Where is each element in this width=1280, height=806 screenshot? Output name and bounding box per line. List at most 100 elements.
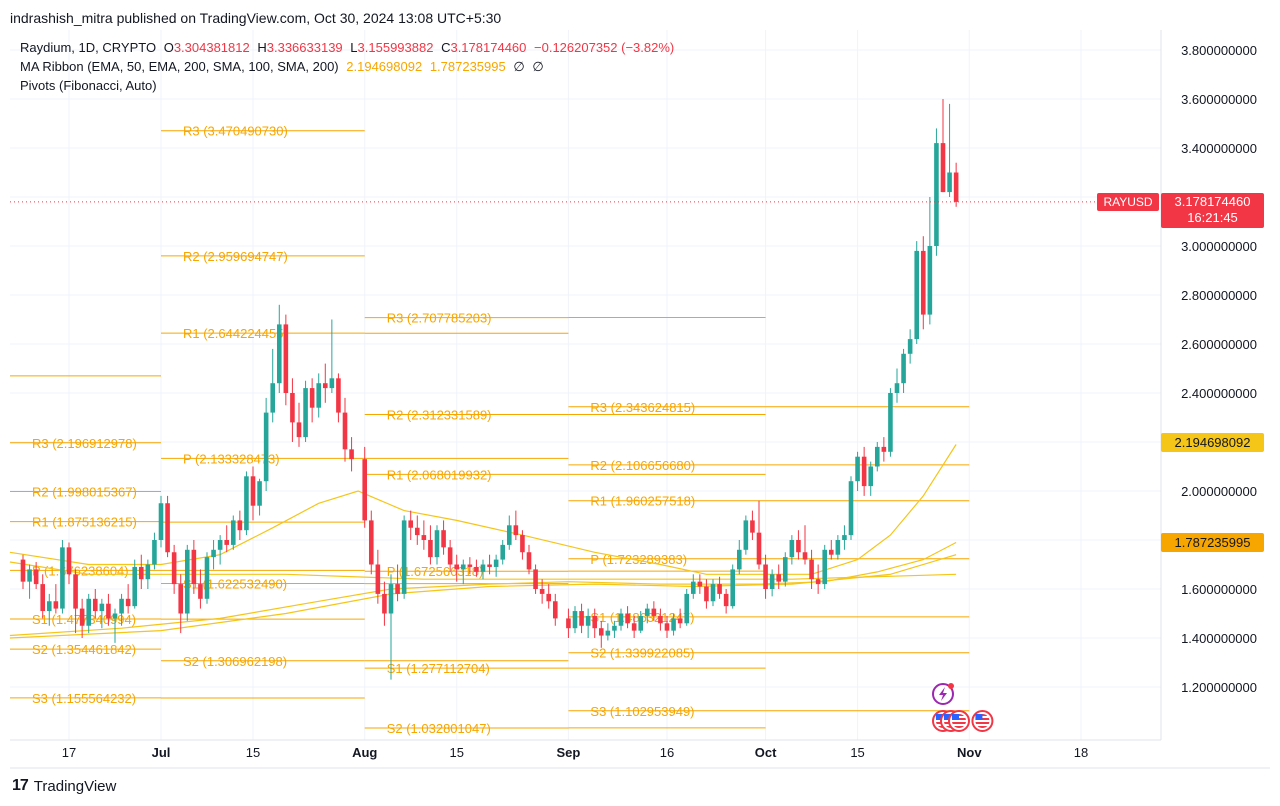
candle <box>671 613 676 636</box>
candle-body <box>303 388 308 438</box>
candle <box>191 540 197 594</box>
candle-body <box>112 613 118 619</box>
legend-ma-title[interactable]: MA Ribbon (EMA, 50, EMA, 200, SMA, 100, … <box>20 59 339 74</box>
candle <box>809 549 814 589</box>
candle <box>868 461 874 496</box>
candle <box>408 510 414 540</box>
candle-body <box>33 569 39 585</box>
last-price-value: 3.178174460 <box>1174 194 1251 209</box>
candle-body <box>171 552 177 585</box>
candle <box>73 569 78 634</box>
candle-body <box>625 613 630 624</box>
candle <box>855 451 860 491</box>
candle <box>539 579 545 604</box>
candle <box>730 564 736 609</box>
candle <box>493 554 499 577</box>
candle-body <box>421 535 427 540</box>
candle <box>934 128 939 256</box>
x-tick-label: 15 <box>246 745 260 760</box>
candle-body <box>138 566 144 580</box>
candle-body <box>270 383 276 413</box>
candle <box>171 544 177 594</box>
candle <box>244 471 249 536</box>
candle <box>414 515 420 545</box>
candle <box>145 559 151 589</box>
y-tick-label: 3.600000000 <box>1181 92 1257 107</box>
candle-body <box>224 540 230 545</box>
candle <box>388 574 394 680</box>
candle-body <box>20 559 26 582</box>
legend-symbol[interactable]: Raydium, 1D, CRYPTO <box>20 40 157 55</box>
candle <box>769 569 775 597</box>
candle <box>605 623 611 641</box>
candle-body <box>290 393 295 423</box>
candle-body <box>723 593 729 607</box>
candle-body <box>46 601 52 612</box>
x-tick-label: 15 <box>850 745 864 760</box>
candle-body <box>322 383 328 389</box>
candle <box>112 608 118 643</box>
candle <box>178 574 184 634</box>
candle-body <box>165 503 170 553</box>
ma-line <box>9 561 957 580</box>
candle-body <box>664 623 670 631</box>
candle <box>230 515 236 550</box>
candle <box>598 620 604 648</box>
candle <box>362 446 368 528</box>
candle-body <box>230 520 236 545</box>
candle-body <box>658 615 663 624</box>
flag-canton <box>952 714 959 720</box>
candle-body <box>552 601 558 619</box>
candle <box>566 608 571 638</box>
legend-pivots-title[interactable]: Pivots (Fibonacci, Auto) <box>20 78 157 93</box>
candle-body <box>191 549 197 585</box>
candle-body <box>329 378 335 389</box>
lightning-dot <box>948 683 954 689</box>
candle <box>664 615 670 638</box>
candle <box>782 552 788 587</box>
candle <box>27 564 32 599</box>
candle <box>53 584 59 614</box>
pivot-levels: R3 (2.196912978) R2 (1.998015367) R1 (1.87… <box>10 124 970 736</box>
candle-body <box>763 564 768 589</box>
candle <box>822 544 828 589</box>
candle-body <box>743 520 749 550</box>
candle <box>257 478 262 516</box>
publisher-line: indrashish_mitra published on TradingVie… <box>10 10 502 26</box>
candle-body <box>401 520 407 594</box>
candle-body <box>756 532 762 565</box>
pivot-label: S2 (1.354461842) <box>32 642 136 657</box>
flag-canton <box>944 714 951 720</box>
candle-body <box>631 623 637 631</box>
candle-body <box>316 383 322 408</box>
candle-body <box>572 611 578 629</box>
pivot-label: R1 (2.068019932) <box>387 467 492 482</box>
candle-body <box>612 625 617 631</box>
candle <box>20 554 26 589</box>
pivot-label: R2 (2.106656680) <box>590 458 695 473</box>
x-tick-label: 18 <box>1074 745 1088 760</box>
candle <box>533 564 538 594</box>
footer[interactable]: 17 TradingView <box>12 777 116 795</box>
candle <box>644 603 650 624</box>
pivot-label: P (1.676238604) <box>32 563 129 578</box>
candle <box>546 584 552 609</box>
candle-body <box>283 324 289 393</box>
ma2-price-tag: 1.787235995 <box>1161 533 1264 552</box>
pivot-label: R2 (1.998015367) <box>32 484 137 499</box>
symbol-tag: RAYUSD <box>1097 193 1159 211</box>
candle-body <box>894 383 900 393</box>
candle-body <box>237 520 243 531</box>
candle <box>940 99 946 193</box>
legend-pivots-row[interactable]: Pivots (Fibonacci, Auto) <box>20 78 161 93</box>
legend-ma-na1: ∅ <box>513 59 525 74</box>
footer-brand[interactable]: TradingView <box>33 777 117 795</box>
candle-body <box>776 574 782 582</box>
candle-body <box>158 503 164 540</box>
candle <box>874 442 880 472</box>
legend-ma-row[interactable]: MA Ribbon (EMA, 50, EMA, 200, SMA, 100, … <box>20 59 548 75</box>
flag-stripe <box>952 720 966 722</box>
candle <box>119 593 124 626</box>
candle <box>99 598 105 629</box>
